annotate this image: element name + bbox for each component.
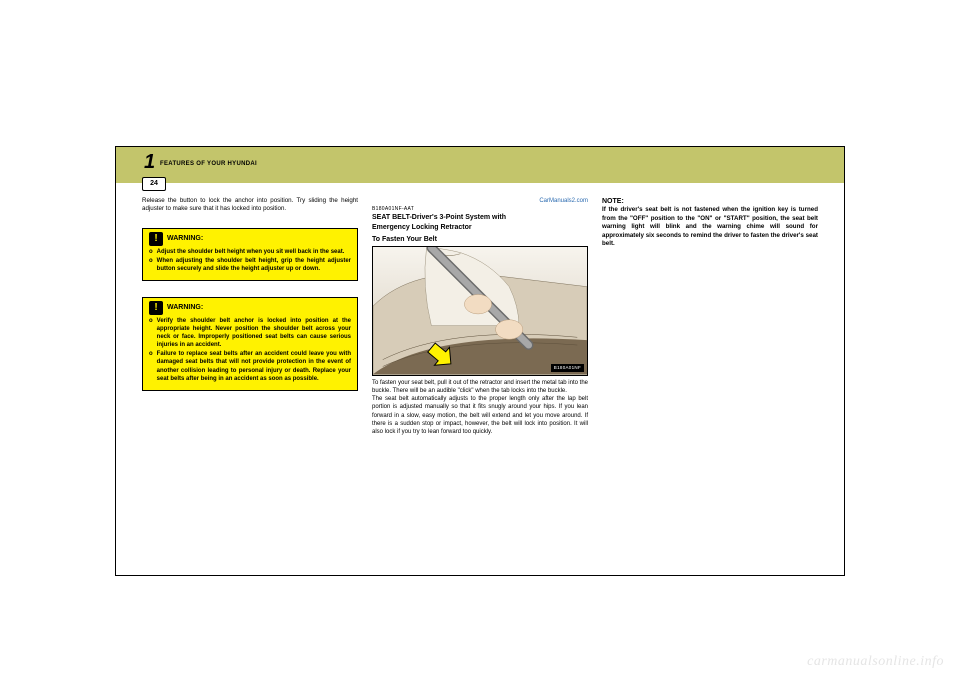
chapter-title: FEATURES OF YOUR HYUNDAI xyxy=(160,161,257,167)
warning-list-2: oVerify the shoulder belt anchor is lock… xyxy=(149,317,351,383)
section-sub1: Emergency Locking Retractor xyxy=(372,223,588,232)
column-3: NOTE: If the driver's seat belt is not f… xyxy=(602,197,818,563)
warning-icon: ! xyxy=(149,301,163,315)
warning-title: WARNING: xyxy=(167,303,203,312)
column-1: Release the button to lock the anchor in… xyxy=(142,197,358,563)
col2-body2: The seat belt automatically adjusts to t… xyxy=(372,395,588,435)
warn1-item1: Adjust the shoulder belt height when you… xyxy=(157,248,345,256)
warning-header: ! WARNING: xyxy=(149,232,351,246)
source-link[interactable]: CarManuals2.com xyxy=(372,197,588,205)
image-code-tag: B180A01NF xyxy=(551,364,584,372)
warn2-item2: Failure to replace seat belts after an a… xyxy=(157,350,351,382)
col1-intro: Release the button to lock the anchor in… xyxy=(142,197,358,214)
warning-title: WARNING: xyxy=(167,234,203,243)
manual-page: 1 FEATURES OF YOUR HYUNDAI 24 Release th… xyxy=(115,146,845,576)
warning-box-1: ! WARNING: oAdjust the shoulder belt hei… xyxy=(142,228,358,281)
section-sub2: To Fasten Your Belt xyxy=(372,235,588,244)
column-2: CarManuals2.com B180A01NF-AAT SEAT BELT-… xyxy=(372,197,588,563)
warning-header: ! WARNING: xyxy=(149,301,351,315)
col2-body1: To fasten your seat belt, pull it out of… xyxy=(372,379,588,395)
seatbelt-illustration: B180A01NF xyxy=(372,246,588,376)
chapter-number: 1 xyxy=(144,151,155,174)
section-title: SEAT BELT-Driver's 3-Point System with xyxy=(372,213,588,222)
content-area: Release the button to lock the anchor in… xyxy=(142,197,818,563)
warn2-item1: Verify the shoulder belt anchor is locke… xyxy=(157,317,351,349)
note-title: NOTE: xyxy=(602,197,818,206)
watermark: carmanualsonline.info xyxy=(807,654,944,670)
seatbelt-svg xyxy=(373,247,587,375)
warning-icon: ! xyxy=(149,232,163,246)
warning-list-1: oAdjust the shoulder belt height when yo… xyxy=(149,248,351,273)
warn1-item2: When adjusting the shoulder belt height,… xyxy=(157,257,351,273)
warning-box-2: ! WARNING: oVerify the shoulder belt anc… xyxy=(142,297,358,391)
section-code: B180A01NF-AAT xyxy=(372,206,588,213)
page-number: 24 xyxy=(142,177,166,191)
note-body: If the driver's seat belt is not fastene… xyxy=(602,206,818,248)
